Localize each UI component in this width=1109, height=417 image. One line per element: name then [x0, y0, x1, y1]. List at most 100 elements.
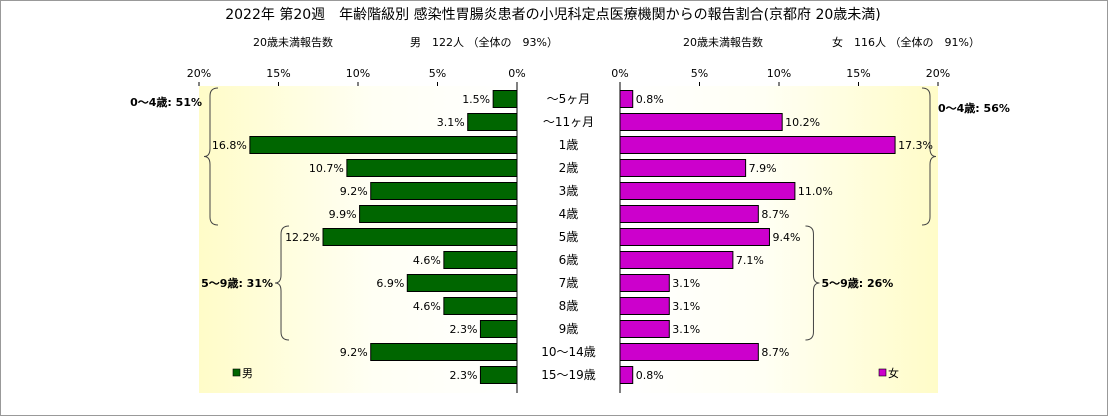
left-tick-label: 15% [266, 67, 290, 80]
right-tick-label: 5% [691, 67, 708, 80]
male-value-label: 6.9% [376, 277, 404, 290]
male-value-label: 1.5% [462, 93, 490, 106]
age-group-label: 5～9歳: 31% [201, 276, 273, 290]
male-bar [249, 136, 518, 154]
male-value-label: 4.6% [413, 254, 441, 267]
male-value-label: 9.9% [329, 208, 357, 221]
male-bar [443, 251, 518, 269]
male-bar [359, 205, 518, 223]
right-tick-label: 0% [611, 67, 628, 80]
male-legend-swatch [232, 368, 241, 377]
female-bar [619, 90, 634, 108]
category-label: 6歳 [559, 253, 579, 267]
female-value-label: 9.4% [772, 231, 800, 244]
age-group-bracket [203, 87, 219, 226]
male-bar [406, 274, 518, 292]
male-bar [467, 113, 518, 131]
right-tick-label: 15% [846, 67, 870, 80]
category-label: ～11ヶ月 [543, 115, 594, 129]
male-bar [370, 182, 518, 200]
category-label: 15～19歳 [541, 368, 596, 382]
male-header-label: 20歳未満報告数 [253, 36, 333, 49]
age-group-label: 5～9歳: 26% [821, 276, 893, 290]
male-value-label: 9.2% [340, 185, 368, 198]
age-group-bracket [921, 87, 937, 226]
category-label: 8歳 [559, 299, 579, 313]
female-bar [619, 113, 783, 131]
female-bar [619, 159, 747, 177]
category-labels: ～5ヶ月 ～11ヶ月 1歳 2歳 3歳 4歳 5歳 6歳 7歳 8歳 9歳 10～14歳 15～19歳 [541, 92, 596, 382]
female-header-summary: 女 116人 （全体の 91%） [832, 35, 980, 49]
female-value-label: 0.8% [636, 369, 664, 382]
female-legend-swatch [878, 368, 887, 377]
category-label: 10～14歳 [541, 345, 596, 359]
female-value-label: 11.0% [798, 185, 833, 198]
male-value-label: 12.2% [285, 231, 320, 244]
female-value-label: 3.1% [672, 277, 700, 290]
female-bar [619, 251, 734, 269]
right-tick-label: 10% [767, 67, 791, 80]
male-value-label: 10.7% [309, 162, 344, 175]
age-group-bracket [805, 225, 820, 341]
category-label: 7歳 [559, 276, 579, 290]
male-legend: 男 [232, 367, 253, 380]
male-value-label: 9.2% [340, 346, 368, 359]
male-legend-label: 男 [242, 367, 253, 380]
female-bar [619, 205, 759, 223]
female-value-label: 17.3% [898, 139, 933, 152]
female-bar [619, 274, 670, 292]
left-tick-label: 10% [346, 67, 370, 80]
female-bar [619, 366, 634, 384]
female-legend: 女 [878, 366, 899, 380]
female-series: 0.8% 10.2% 17.3% 7.9% 11.0% 8.7% 9.4% 7.1% 3.1% 3… [619, 90, 933, 384]
age-group-brackets: 0～4歳: 51% 5～9歳: 31% 0～4歳: 56% 5～9歳: 26% [130, 87, 1010, 341]
female-bar [619, 343, 759, 361]
female-value-label: 3.1% [672, 323, 700, 336]
category-label: 3歳 [559, 184, 579, 198]
female-value-label: 7.1% [736, 254, 764, 267]
age-group-label: 0～4歳: 51% [130, 95, 202, 109]
male-bar [443, 297, 518, 315]
left-tick-label: 20% [187, 67, 211, 80]
male-series: 1.5% 3.1% 16.8% 10.7% 9.2% 9.9% 12.2% 4.6% 6.9% 4… [212, 90, 518, 384]
category-label: 4歳 [559, 207, 579, 221]
female-bar [619, 136, 896, 154]
male-bar [322, 228, 518, 246]
category-label: ～5ヶ月 [547, 92, 591, 106]
female-value-label: 8.7% [761, 208, 789, 221]
male-header-summary: 男 122人 （全体の 93%） [410, 35, 558, 49]
male-bar [492, 90, 518, 108]
female-value-label: 10.2% [785, 116, 820, 129]
category-label: 2歳 [559, 161, 579, 175]
female-value-label: 3.1% [672, 300, 700, 313]
category-label: 9歳 [559, 322, 579, 336]
age-group-bracket [274, 225, 290, 341]
male-value-label: 2.3% [449, 323, 477, 336]
female-bar [619, 228, 770, 246]
male-bar [370, 343, 518, 361]
category-label: 1歳 [559, 138, 579, 152]
male-bar [346, 159, 518, 177]
male-value-label: 16.8% [212, 139, 247, 152]
female-value-label: 7.9% [749, 162, 777, 175]
left-tick-label: 0% [508, 67, 525, 80]
female-bar [619, 297, 670, 315]
right-axis-ticks: 0% 5% 10% 15% 20% [611, 67, 950, 86]
male-value-label: 3.1% [437, 116, 465, 129]
male-value-label: 2.3% [449, 369, 477, 382]
female-value-label: 0.8% [636, 93, 664, 106]
right-tick-label: 20% [926, 67, 950, 80]
female-value-label: 8.7% [761, 346, 789, 359]
left-tick-label: 5% [429, 67, 446, 80]
left-axis-ticks: 0% 5% 10% 15% 20% [187, 67, 526, 86]
age-group-label: 0～4歳: 56% [938, 101, 1010, 115]
female-legend-label: 女 [888, 366, 899, 380]
female-bar [619, 182, 796, 200]
male-bar [479, 366, 518, 384]
chart-title: 2022年 第20週 年齢階級別 感染性胃腸炎患者の小児科定点医療機関からの報告… [225, 6, 881, 23]
male-value-label: 4.6% [413, 300, 441, 313]
male-bar [479, 320, 518, 338]
category-label: 5歳 [559, 230, 579, 244]
